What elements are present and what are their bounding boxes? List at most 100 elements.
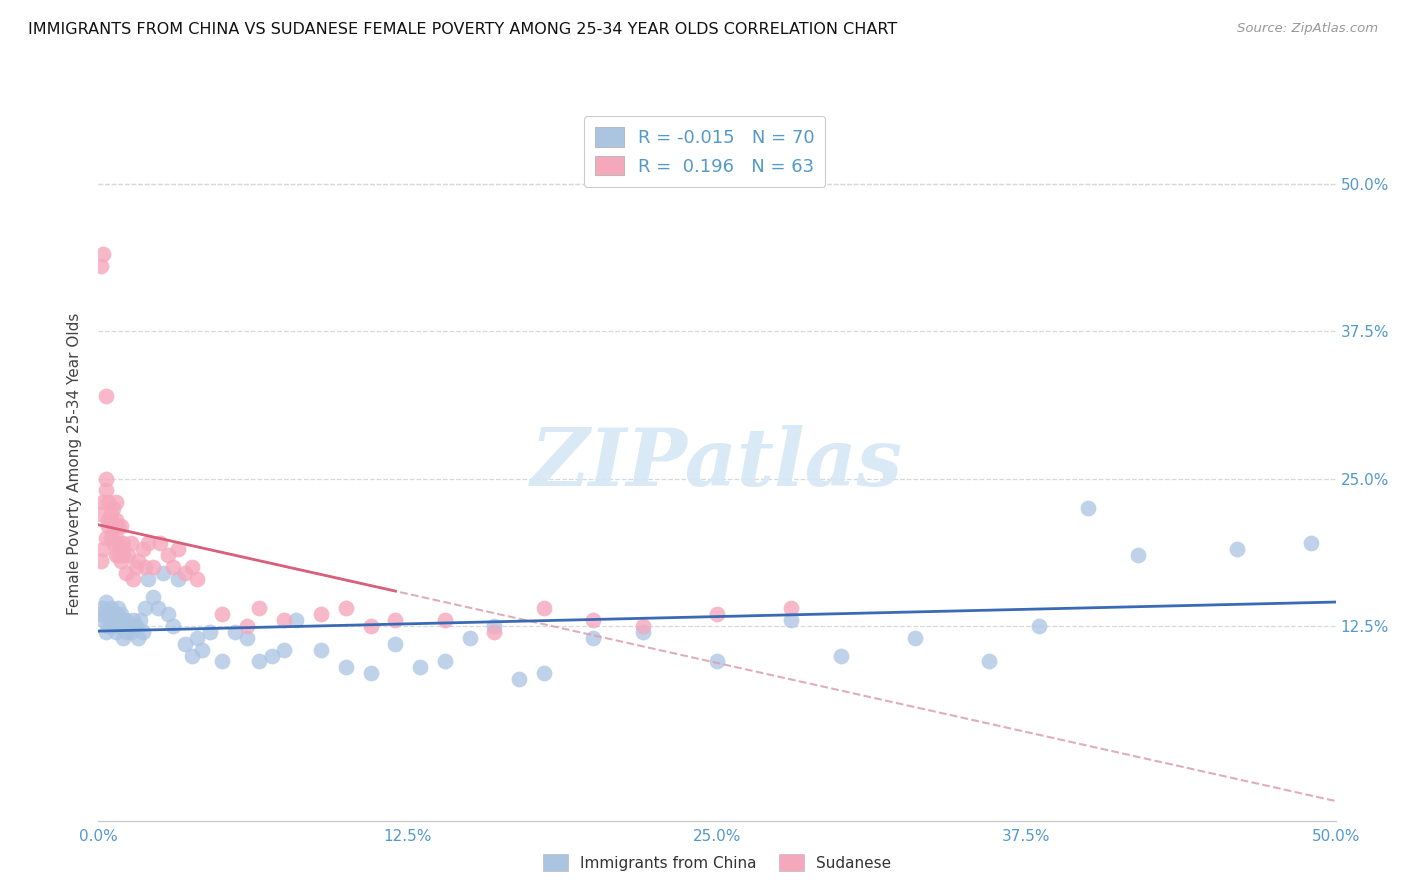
Point [104,548,127,562]
Point [127,631,149,645]
Point [484,624,506,639]
Point [90,507,112,521]
Point [136,572,159,586]
Point [181,648,204,663]
Point [174,637,197,651]
Point [1126,548,1149,562]
Point [273,613,295,627]
Point [360,666,382,681]
Point [97,495,120,509]
Point [706,607,728,622]
Point [114,566,136,580]
Point [1299,536,1322,550]
Point [90,554,112,568]
Text: ZIPatlas: ZIPatlas [531,425,903,502]
Point [97,513,120,527]
Point [114,624,136,639]
Point [508,672,530,686]
Point [103,501,125,516]
Point [484,619,506,633]
Point [533,601,555,615]
Point [1077,501,1099,516]
Text: Source: ZipAtlas.com: Source: ZipAtlas.com [1237,22,1378,36]
Point [273,642,295,657]
Point [384,613,406,627]
Point [117,548,139,562]
Point [132,542,155,557]
Point [112,536,135,550]
Point [107,601,129,615]
Point [93,247,115,261]
Point [93,542,115,557]
Point [247,654,270,668]
Point [335,660,357,674]
Point [533,666,555,681]
Point [211,607,233,622]
Point [104,513,127,527]
Point [1028,619,1050,633]
Point [97,619,120,633]
Point [582,631,605,645]
Point [134,560,156,574]
Point [110,542,132,557]
Point [112,631,135,645]
Point [904,631,927,645]
Legend: Immigrants from China, Sudanese: Immigrants from China, Sudanese [537,848,897,877]
Point [93,495,115,509]
Y-axis label: Female Poverty Among 25-34 Year Olds: Female Poverty Among 25-34 Year Olds [67,313,83,615]
Point [104,624,127,639]
Point [174,566,197,580]
Point [146,601,169,615]
Point [104,495,127,509]
Point [122,613,145,627]
Point [94,472,117,486]
Point [107,548,129,562]
Point [360,619,382,633]
Point [247,601,270,615]
Point [224,624,246,639]
Point [142,560,165,574]
Point [112,613,135,627]
Point [433,613,456,627]
Point [384,637,406,651]
Point [107,518,129,533]
Point [103,518,125,533]
Point [136,536,159,550]
Point [93,613,115,627]
Point [830,648,852,663]
Point [94,595,117,609]
Point [236,619,259,633]
Point [103,619,125,633]
Point [117,619,139,633]
Point [100,513,122,527]
Point [309,607,332,622]
Point [979,654,1001,668]
Point [309,642,332,657]
Point [162,619,184,633]
Point [110,607,132,622]
Point [122,572,145,586]
Point [93,601,115,615]
Point [104,531,127,545]
Point [120,536,142,550]
Point [100,507,122,521]
Point [186,572,208,586]
Point [198,624,221,639]
Point [191,642,214,657]
Point [780,601,803,615]
Point [156,548,179,562]
Point [181,560,204,574]
Point [127,554,149,568]
Point [94,624,117,639]
Point [90,260,112,274]
Point [706,654,728,668]
Point [132,624,155,639]
Point [124,619,146,633]
Point [335,601,357,615]
Point [211,654,233,668]
Point [90,607,112,622]
Point [582,613,605,627]
Point [780,613,803,627]
Point [149,536,172,550]
Point [162,560,184,574]
